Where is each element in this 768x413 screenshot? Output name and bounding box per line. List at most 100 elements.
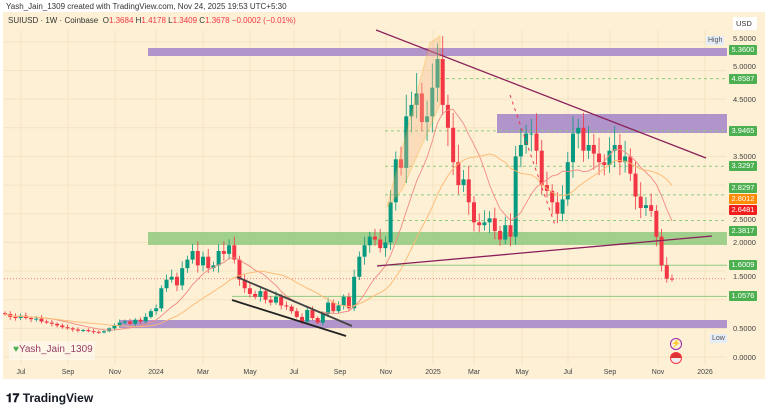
candle-body (581, 127, 586, 151)
candle-body (617, 144, 622, 163)
candle-body (227, 245, 232, 254)
candle-body (544, 185, 549, 191)
heart-icon: ♥ (13, 344, 19, 355)
candle-body (555, 202, 560, 214)
tradingview-logo[interactable]: 𝟏𝟕 TradingView (6, 391, 93, 406)
symbol-name[interactable]: SUIUSD · 1W · Coinbase (8, 16, 99, 25)
price-tick: 0.5000 (733, 324, 756, 333)
candle-body (623, 156, 628, 163)
candle-body (221, 250, 226, 254)
candle-body (180, 268, 185, 286)
rising-channel (386, 35, 441, 208)
candle-body (138, 319, 143, 322)
time-tick: Mar (467, 369, 481, 376)
candle-body (378, 239, 383, 249)
candle-body (326, 302, 331, 315)
lightning-event-icon[interactable]: ⚡ (670, 338, 682, 350)
projection-dashed-line (509, 94, 556, 226)
low-tag: Low (710, 334, 727, 343)
candle-body (352, 276, 357, 309)
candle-body (362, 245, 367, 257)
candle-body (201, 256, 206, 266)
candle-body (633, 173, 638, 197)
wedge-upper-line (236, 276, 353, 327)
candle-body (508, 225, 513, 237)
candle-body (602, 162, 607, 166)
change-value: −0.0002 (−0.01%) (231, 16, 296, 25)
candle-body (310, 310, 315, 319)
price-tick: 4.5000 (733, 95, 756, 104)
price-label: 3.9465 (729, 126, 757, 136)
time-tick: Nov (651, 369, 665, 376)
close-value: 1.3678 (205, 16, 230, 25)
price-label: 1.0576 (729, 291, 757, 301)
time-tick: May (243, 369, 257, 376)
candle-body (55, 323, 60, 326)
time-tick: Sep (603, 369, 617, 376)
candle-body (331, 302, 336, 312)
chart-area[interactable] (3, 12, 765, 379)
candle-body (591, 144, 596, 154)
candle-body (482, 222, 487, 226)
candle-body (117, 322, 122, 326)
candle-body (425, 116, 430, 123)
candle-body (586, 144, 591, 151)
candle-body (44, 321, 49, 323)
candle-body (471, 202, 476, 223)
candle-body (659, 236, 664, 266)
candle-body (29, 318, 34, 320)
candle-body (414, 93, 419, 105)
candle-body (492, 218, 497, 231)
candle-body (393, 159, 398, 203)
price-label: 3.3297 (729, 161, 757, 171)
price-tick: 1.5000 (733, 272, 756, 281)
candle-body (654, 210, 659, 237)
candle-body (81, 330, 86, 332)
candle-body (461, 179, 466, 186)
candle-body (86, 330, 91, 332)
close-label: C (199, 16, 206, 25)
resistance-zone-mid (497, 114, 727, 133)
candle-body (143, 316, 148, 322)
candle-body (372, 236, 377, 240)
candle-body (643, 205, 648, 209)
currency-selector[interactable]: USD (733, 17, 757, 30)
candle-body (159, 288, 164, 309)
high-tag: High (706, 36, 725, 45)
candle-body (550, 190, 555, 203)
candle-body (216, 250, 221, 266)
candle-body (102, 331, 107, 333)
symbol-info-bar: SUIUSD · 1W · Coinbase O1.3684 H1.4178 L… (4, 13, 694, 27)
time-tick: May (515, 369, 529, 376)
candle-body (529, 133, 534, 135)
time-tick: Jul (289, 369, 299, 376)
candle-body (60, 325, 65, 328)
candle-body (518, 144, 523, 157)
time-tick: Jul (563, 369, 573, 376)
candle-body (320, 314, 325, 323)
candle-body (487, 218, 492, 223)
candle-body (638, 196, 643, 209)
us-flag-event-icon[interactable] (670, 352, 682, 364)
candle-body (34, 318, 39, 320)
candle-body (242, 279, 247, 289)
candle-body (383, 242, 388, 249)
candle-body (419, 93, 424, 123)
price-tick: 5.5000 (733, 34, 756, 43)
candle-body (346, 296, 351, 309)
candle-body (597, 153, 602, 163)
low-value: 1.3409 (172, 16, 198, 25)
candle-body (91, 331, 96, 333)
author-watermark: ♥Yash_Jain_1309 (9, 341, 95, 360)
candle-body (211, 265, 216, 269)
candle-body (503, 225, 508, 240)
candle-body (670, 278, 674, 280)
candle-body (65, 327, 70, 329)
candle-body (75, 329, 80, 331)
candle-body (498, 230, 503, 240)
watermark-text: Yash_Jain_1309 (18, 344, 93, 355)
wedge-lower-line (231, 299, 347, 337)
candle-body (237, 259, 242, 280)
candle-body (409, 104, 414, 117)
